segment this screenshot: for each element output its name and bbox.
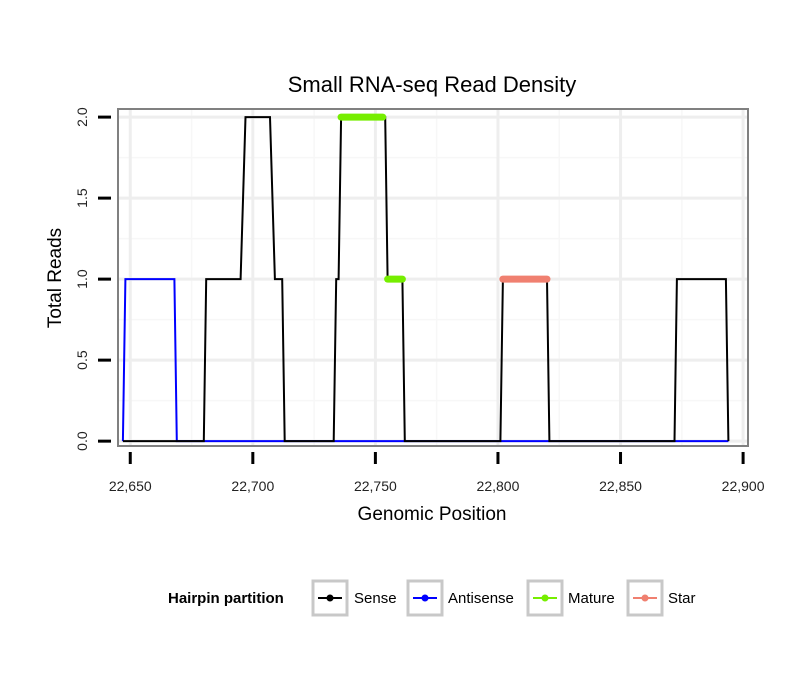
series-line-antisense [121, 278, 729, 443]
legend-item-sense: Sense [311, 579, 397, 617]
legend-label-star: Star [668, 590, 696, 607]
legend-label-antisense: Antisense [448, 590, 514, 607]
grid-lines [118, 109, 748, 446]
legend-label-sense: Sense [354, 590, 397, 607]
legend-dot-sense [326, 594, 334, 602]
legend-title: Hairpin partition [168, 590, 284, 607]
y-axis: 0.0 0.5 1.0 1.5 2.0 [74, 107, 111, 451]
plot-border [117, 108, 749, 447]
y-tick-label: 1.0 [74, 269, 90, 289]
legend-item-antisense: Antisense [406, 579, 514, 617]
x-axis-title: Genomic Position [358, 504, 507, 525]
chart-title: Small RNA-seq Read Density [288, 72, 577, 97]
y-tick-label: 0.5 [74, 350, 90, 370]
legend-item-mature: Mature [526, 579, 615, 617]
legend-dot-star [641, 594, 649, 602]
legend: Hairpin partition Sense Antisense Mature… [168, 579, 696, 617]
x-tick-label: 22,850 [599, 478, 642, 494]
x-tick-label: 22,900 [722, 478, 765, 494]
x-tick-label: 22,800 [477, 478, 520, 494]
y-tick-label: 1.5 [74, 188, 90, 208]
x-tick-label: 22,650 [109, 478, 152, 494]
y-tick-label: 0.0 [74, 431, 90, 451]
x-tick-label: 22,750 [354, 478, 397, 494]
y-tick-label: 2.0 [74, 107, 90, 127]
legend-dot-mature [541, 594, 549, 602]
series-layer [121, 113, 730, 443]
y-axis-title: Total Reads [45, 228, 66, 328]
x-tick-label: 22,700 [231, 478, 274, 494]
plot-background [118, 109, 748, 446]
x-axis: 22,650 22,700 22,750 22,800 22,850 22,900 [109, 452, 765, 494]
legend-dot-antisense [421, 594, 429, 602]
legend-item-star: Star [626, 579, 696, 617]
legend-label-mature: Mature [568, 590, 615, 607]
